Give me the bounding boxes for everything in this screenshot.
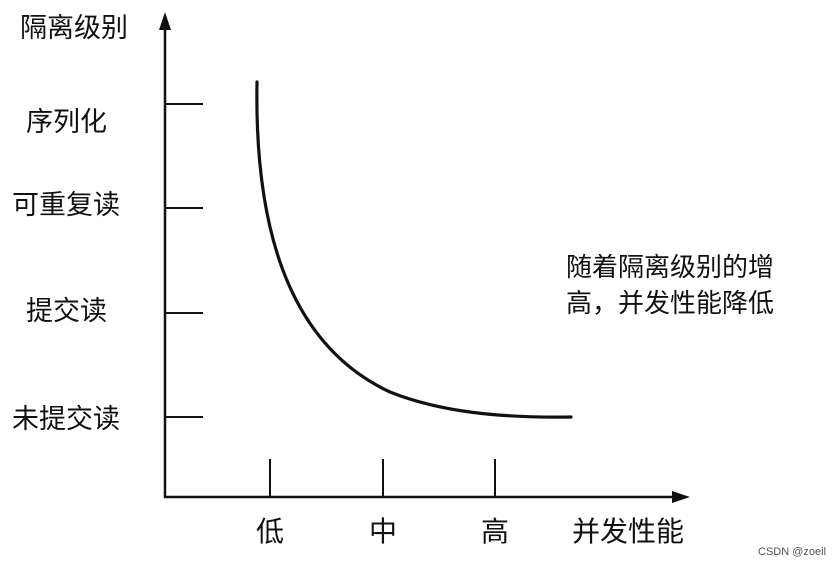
x-axis-title: 并发性能 [572,515,684,548]
annotation-line-1: 随着隔离级别的增 [566,253,774,283]
y-level-repeatable-read: 可重复读 [12,190,120,221]
y-level-serializable: 序列化 [26,107,107,138]
y-level-read-committed: 提交读 [26,296,107,327]
x-level-mid: 中 [369,515,397,548]
annotation-line-2: 高，并发性能降低 [566,289,774,319]
y-axis-arrowhead [159,12,171,30]
y-axis-title: 隔离级别 [20,13,128,44]
tradeoff-curve [255,80,573,419]
watermark: CSDN @zoeil [758,546,826,558]
y-level-read-uncommitted: 未提交读 [12,404,120,435]
x-level-high: 高 [481,515,509,548]
x-level-low: 低 [256,515,284,548]
x-axis-arrowhead [672,491,690,503]
